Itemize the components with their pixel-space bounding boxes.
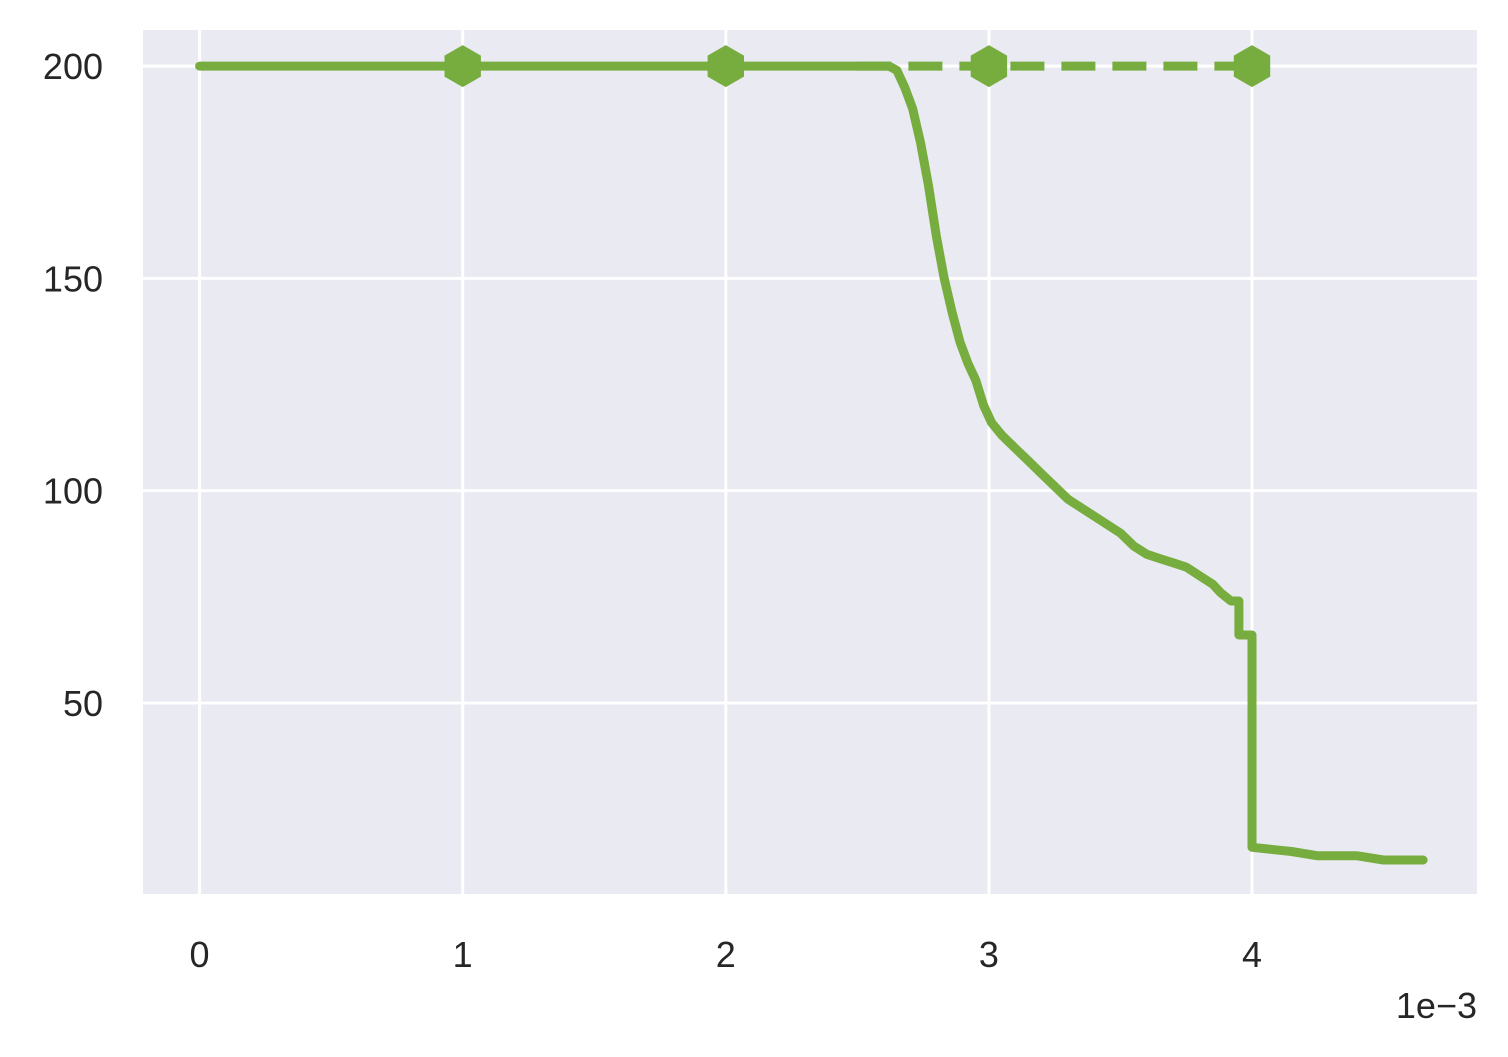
y-tick-label: 200 bbox=[43, 46, 103, 87]
x-tick-label: 0 bbox=[190, 934, 210, 975]
x-tick-label: 4 bbox=[1242, 934, 1262, 975]
hexagon-marker bbox=[707, 45, 744, 88]
x-tick-label: 2 bbox=[716, 934, 736, 975]
x-axis-offset-label: 1e−3 bbox=[1396, 985, 1477, 1026]
solid-series-line bbox=[195, 61, 1428, 865]
hexagon-marker bbox=[1233, 45, 1271, 88]
series-markers bbox=[444, 45, 1271, 88]
y-tick-label: 150 bbox=[43, 258, 103, 299]
y-tick-labels: 50 100 150 200 bbox=[43, 46, 103, 724]
x-tick-labels: 0 1 2 3 4 bbox=[190, 934, 1262, 975]
series-lines bbox=[195, 61, 1428, 865]
plot-area bbox=[143, 30, 1477, 894]
y-tick-label: 100 bbox=[43, 471, 103, 512]
x-tick-label: 3 bbox=[979, 934, 999, 975]
hexagon-marker bbox=[444, 45, 481, 88]
y-tick-label: 50 bbox=[63, 683, 103, 724]
hexagon-marker bbox=[970, 45, 1008, 88]
x-tick-label: 1 bbox=[453, 934, 473, 975]
